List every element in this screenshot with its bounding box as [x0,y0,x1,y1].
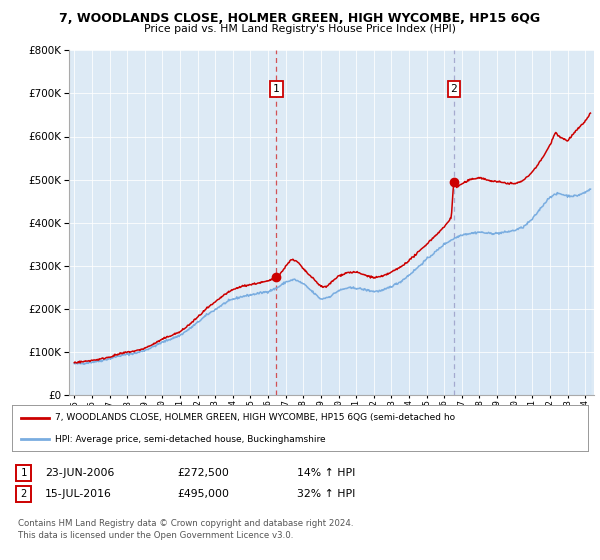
Text: 1: 1 [20,468,26,478]
Text: 2: 2 [451,84,457,94]
Text: 2: 2 [20,489,26,499]
Text: 15-JUL-2016: 15-JUL-2016 [45,489,112,499]
Text: 14% ↑ HPI: 14% ↑ HPI [297,468,355,478]
Text: 32% ↑ HPI: 32% ↑ HPI [297,489,355,499]
Text: 23-JUN-2006: 23-JUN-2006 [45,468,115,478]
Text: £272,500: £272,500 [177,468,229,478]
Text: HPI: Average price, semi-detached house, Buckinghamshire: HPI: Average price, semi-detached house,… [55,435,326,444]
Text: 1: 1 [273,84,280,94]
Text: This data is licensed under the Open Government Licence v3.0.: This data is licensed under the Open Gov… [18,531,293,540]
Text: 7, WOODLANDS CLOSE, HOLMER GREEN, HIGH WYCOMBE, HP15 6QG (semi-detached ho: 7, WOODLANDS CLOSE, HOLMER GREEN, HIGH W… [55,413,455,422]
Text: Contains HM Land Registry data © Crown copyright and database right 2024.: Contains HM Land Registry data © Crown c… [18,519,353,528]
Text: £495,000: £495,000 [177,489,229,499]
Text: 7, WOODLANDS CLOSE, HOLMER GREEN, HIGH WYCOMBE, HP15 6QG: 7, WOODLANDS CLOSE, HOLMER GREEN, HIGH W… [59,12,541,25]
Text: Price paid vs. HM Land Registry's House Price Index (HPI): Price paid vs. HM Land Registry's House … [144,24,456,34]
